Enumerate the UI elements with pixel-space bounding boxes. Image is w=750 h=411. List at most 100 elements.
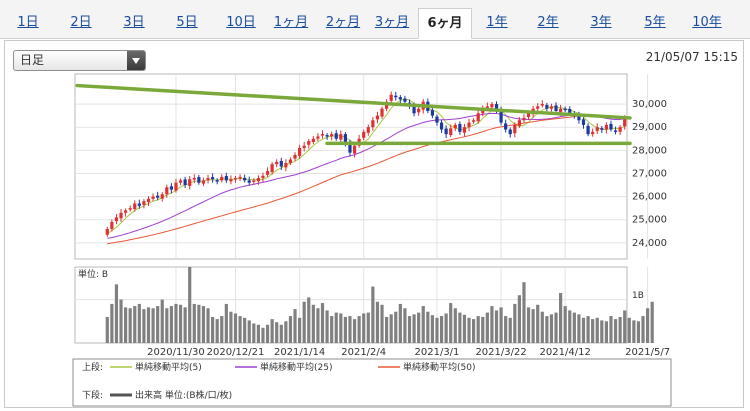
- volume-bar: [623, 310, 627, 343]
- candle-body: [499, 110, 503, 123]
- volume-bar: [540, 311, 544, 343]
- candle-body: [591, 131, 595, 135]
- legend-box: [72, 358, 672, 407]
- candle-body: [265, 171, 270, 175]
- price-y-tick: 29,000: [632, 122, 667, 133]
- volume-bar: [494, 310, 499, 343]
- candle-body: [462, 127, 467, 133]
- tab-12[interactable]: 3年: [590, 15, 612, 30]
- candle-body: [444, 128, 448, 135]
- candle-body: [380, 108, 384, 117]
- tab-13[interactable]: 5年: [644, 15, 666, 30]
- price-y-tick: 24,000: [632, 238, 667, 249]
- volume-bar: [362, 313, 366, 343]
- volume-bar: [581, 317, 586, 343]
- candle-body: [183, 179, 187, 185]
- volume-bar: [307, 297, 311, 343]
- candle-body: [146, 198, 151, 203]
- candle-body: [485, 106, 489, 108]
- volume-bar: [398, 303, 402, 343]
- legend-lower-label: 下段:: [82, 389, 103, 401]
- volume-bar: [151, 308, 155, 343]
- tab-1[interactable]: 1日: [17, 15, 39, 30]
- candle-body: [417, 108, 421, 113]
- candle-body: [604, 124, 608, 130]
- volume-bar: [394, 311, 398, 343]
- candle-body: [412, 106, 416, 114]
- candle-body: [568, 108, 572, 114]
- candle-body: [284, 163, 288, 168]
- volume-bar: [549, 314, 554, 343]
- volume-bar: [627, 317, 631, 343]
- price-y-tick: 30,000: [632, 99, 667, 110]
- volume-bar: [183, 307, 187, 343]
- candle-body: [504, 123, 508, 130]
- legend-upper-label: 上段:: [82, 361, 103, 373]
- tab-8[interactable]: 3ヶ月: [374, 15, 410, 30]
- tab-10[interactable]: 1年: [486, 15, 508, 30]
- candle-body: [142, 201, 146, 205]
- volume-bar: [439, 316, 444, 343]
- volume-bar: [192, 303, 196, 343]
- tab-3[interactable]: 3日: [123, 15, 145, 30]
- candle-body: [490, 104, 494, 108]
- tab-11[interactable]: 2年: [537, 15, 559, 30]
- volume-bar: [476, 316, 480, 343]
- legend-ma25-label: 単純移動平均(25): [260, 361, 332, 373]
- candle-body: [522, 117, 526, 121]
- volume-bar: [284, 321, 288, 343]
- candle-body: [476, 113, 480, 122]
- candle-body: [233, 178, 238, 180]
- candle-body: [307, 141, 311, 145]
- volume-bar: [320, 303, 325, 343]
- price-y-axis: 24,000 25,000 26,000 27,000 28,000 29,000 30,0…: [632, 99, 667, 249]
- volume-bar: [641, 316, 645, 343]
- interval-select[interactable]: 日足: [13, 50, 146, 71]
- tab-14[interactable]: 10年: [692, 15, 722, 30]
- volume-bar: [160, 299, 164, 343]
- candle-body: [559, 108, 563, 112]
- candle-body: [439, 122, 444, 130]
- volume-bar: [613, 319, 618, 343]
- ma25-line: [107, 112, 625, 239]
- tab-5[interactable]: 10日: [226, 15, 256, 30]
- volume-bar: [247, 320, 251, 343]
- volume-bar: [343, 316, 347, 343]
- volume-bar: [197, 304, 201, 343]
- candle-body: [279, 160, 283, 167]
- candle-body: [563, 108, 567, 111]
- candle-body: [178, 180, 183, 183]
- volume-bar: [156, 306, 160, 343]
- candle-body: [137, 203, 141, 206]
- tab-9[interactable]: 6ヶ月: [418, 8, 472, 39]
- candle-body: [252, 180, 256, 182]
- volume-bar: [636, 321, 641, 343]
- volume-bar: [142, 309, 146, 343]
- candle-body: [545, 104, 549, 109]
- candle-body: [311, 138, 315, 142]
- volume-bar: [279, 324, 283, 343]
- legend-ma5-label: 単純移動平均(5): [135, 361, 202, 373]
- tab-6[interactable]: 1ヶ月: [273, 15, 309, 30]
- price-y-tick: 27,000: [632, 168, 667, 179]
- candle-body: [206, 178, 210, 181]
- volume-bar: [188, 267, 192, 343]
- date-tick-label: 2021/5/7: [625, 347, 670, 358]
- volume-bar: [499, 307, 503, 343]
- date-tick-label: 2021/2/4: [341, 347, 386, 358]
- candle-body: [403, 98, 407, 102]
- chevron-down-icon[interactable]: [127, 51, 145, 70]
- candle-body: [298, 148, 302, 156]
- candle-body: [174, 182, 178, 191]
- candle-body: [105, 228, 109, 235]
- candle-body: [609, 123, 613, 130]
- date-tick-label: 2020/12/21: [207, 347, 265, 358]
- tab-2[interactable]: 2日: [70, 15, 92, 30]
- volume-bar: [224, 303, 228, 343]
- tab-4[interactable]: 5日: [176, 15, 198, 30]
- volume-bar: [165, 308, 169, 343]
- tab-7[interactable]: 2ヶ月: [325, 15, 361, 30]
- candle-body: [494, 104, 499, 111]
- volume-bar: [563, 306, 567, 343]
- volume-bar: [105, 316, 109, 343]
